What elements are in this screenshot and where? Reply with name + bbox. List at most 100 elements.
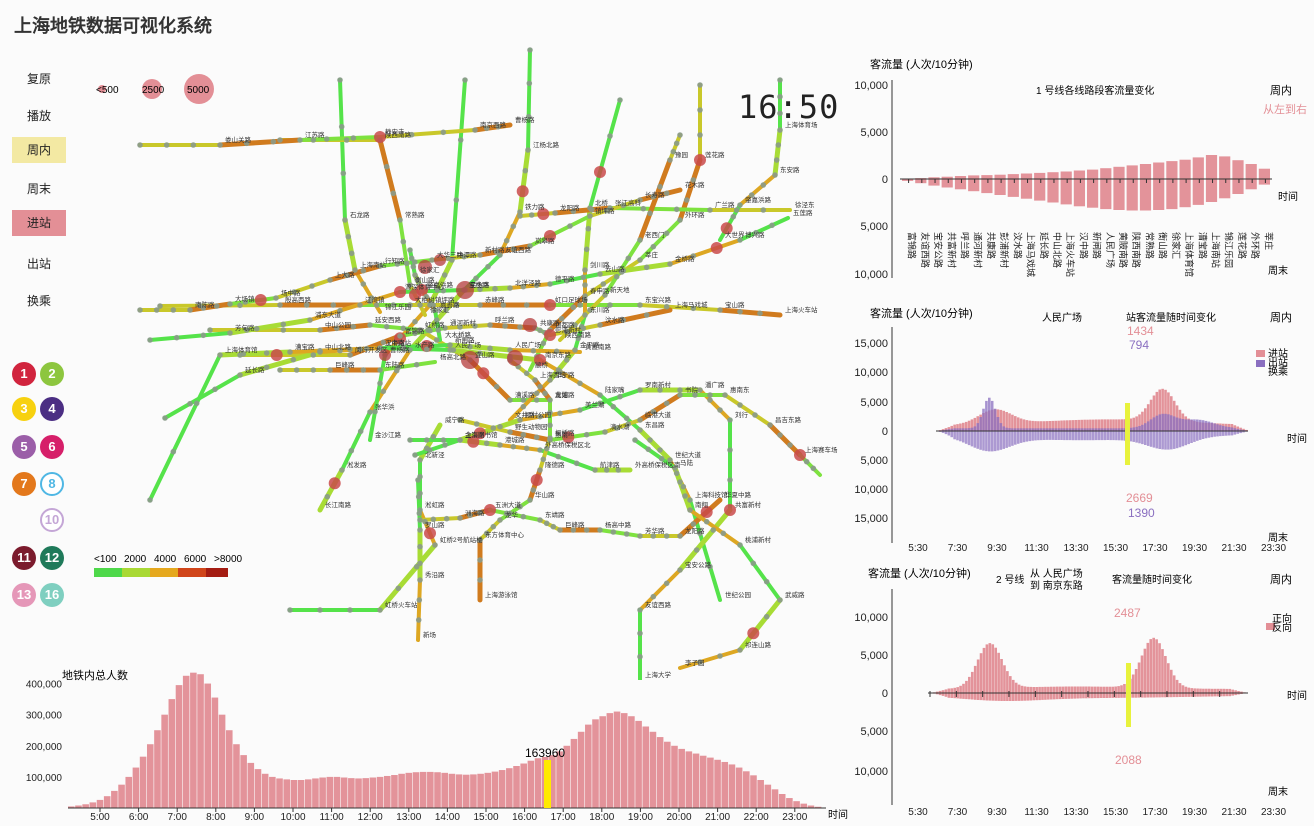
station-node[interactable]: [537, 327, 543, 334]
weekday-toggle[interactable]: 周内: [12, 137, 66, 163]
station-node[interactable]: [340, 170, 347, 177]
station-node[interactable]: [403, 260, 410, 267]
station-node[interactable]: [467, 435, 480, 448]
station-node[interactable]: [237, 302, 243, 309]
station-node[interactable]: [777, 110, 783, 117]
station-node[interactable]: [412, 452, 418, 458]
station-node[interactable]: [367, 322, 373, 328]
station-node[interactable]: [603, 467, 610, 473]
station-node[interactable]: [625, 255, 632, 262]
time-cursor[interactable]: [544, 760, 551, 808]
station-node[interactable]: [352, 267, 358, 273]
transfer-toggle[interactable]: 换乘: [26, 294, 51, 308]
station-node[interactable]: [337, 347, 343, 354]
station-node[interactable]: [212, 386, 218, 393]
station-node[interactable]: [430, 516, 437, 523]
station-node[interactable]: [553, 348, 560, 355]
station-node[interactable]: [547, 397, 553, 403]
station-node[interactable]: [497, 442, 503, 448]
station-node[interactable]: [417, 577, 423, 583]
station-node[interactable]: [760, 182, 767, 188]
station-node[interactable]: [153, 307, 160, 313]
station-node[interactable]: [613, 425, 620, 431]
transfer-hub[interactable]: [456, 281, 474, 299]
station-node[interactable]: [461, 253, 467, 260]
station-node[interactable]: [307, 317, 313, 323]
station-node[interactable]: [547, 422, 553, 429]
station-node[interactable]: [490, 425, 497, 431]
station-node[interactable]: [769, 222, 775, 229]
station-node[interactable]: [280, 327, 287, 333]
station-node[interactable]: [777, 93, 783, 100]
line-button-5[interactable]: 5: [12, 435, 36, 459]
station-node[interactable]: [544, 299, 556, 311]
station-node[interactable]: [777, 127, 783, 133]
station-node[interactable]: [157, 303, 163, 309]
station-node[interactable]: [467, 512, 473, 519]
station-node[interactable]: [343, 137, 350, 143]
station-node[interactable]: [303, 302, 310, 308]
station-node[interactable]: [477, 577, 483, 583]
station-node[interactable]: [277, 367, 283, 373]
station-node[interactable]: [337, 77, 343, 83]
station-node[interactable]: [523, 370, 530, 377]
station-node[interactable]: [395, 585, 402, 592]
station-node[interactable]: [390, 190, 397, 197]
station-node[interactable]: [207, 327, 213, 333]
station-node[interactable]: [243, 327, 250, 333]
station-node[interactable]: [477, 557, 483, 563]
station-node[interactable]: [727, 477, 733, 483]
station-node[interactable]: [380, 388, 387, 395]
station-node[interactable]: [775, 142, 782, 148]
station-node[interactable]: [330, 302, 337, 308]
station-node[interactable]: [445, 255, 451, 262]
station-node[interactable]: [682, 493, 688, 499]
station-node[interactable]: [427, 327, 433, 334]
station-node[interactable]: [737, 542, 743, 548]
station-node[interactable]: [411, 259, 418, 265]
station-node[interactable]: [697, 387, 703, 393]
station-node[interactable]: [363, 345, 370, 352]
station-node[interactable]: [677, 392, 683, 398]
station-node[interactable]: [327, 277, 333, 283]
enter-station-toggle[interactable]: 进站: [12, 210, 66, 236]
station-node[interactable]: [424, 527, 436, 540]
station-node[interactable]: [484, 504, 496, 516]
station-node[interactable]: [520, 403, 527, 410]
metro-stations[interactable]: [137, 47, 817, 665]
station-node[interactable]: [617, 393, 623, 400]
station-node[interactable]: [597, 527, 603, 533]
station-node[interactable]: [263, 350, 270, 356]
station-node[interactable]: [457, 417, 463, 423]
station-node[interactable]: [290, 356, 297, 363]
station-node[interactable]: [667, 457, 673, 463]
station-node[interactable]: [707, 392, 713, 398]
station-node[interactable]: [435, 327, 442, 333]
station-node[interactable]: [687, 497, 693, 503]
station-node[interactable]: [637, 630, 643, 637]
station-node[interactable]: [597, 271, 603, 277]
station-node[interactable]: [483, 530, 490, 537]
station-node[interactable]: [650, 593, 657, 600]
line-button-11[interactable]: 11: [12, 546, 36, 570]
station-node[interactable]: [777, 432, 783, 438]
station-node[interactable]: [600, 281, 607, 287]
station-node[interactable]: [457, 437, 463, 443]
station-node[interactable]: [367, 409, 373, 415]
station-node[interactable]: [400, 325, 407, 332]
station-node[interactable]: [677, 567, 683, 573]
station-node[interactable]: [187, 307, 193, 313]
station-node[interactable]: [707, 397, 713, 403]
station-node[interactable]: [550, 523, 557, 530]
station-node[interactable]: [563, 277, 570, 284]
station-node[interactable]: [427, 300, 434, 307]
station-node[interactable]: [263, 364, 270, 371]
station-node[interactable]: [408, 131, 415, 138]
station-node[interactable]: [485, 263, 491, 270]
station-node[interactable]: [577, 407, 583, 413]
station-node[interactable]: [395, 364, 402, 371]
station-node[interactable]: [580, 325, 587, 332]
station-node[interactable]: [473, 421, 480, 427]
station-node[interactable]: [472, 323, 478, 329]
station-node[interactable]: [324, 493, 331, 500]
